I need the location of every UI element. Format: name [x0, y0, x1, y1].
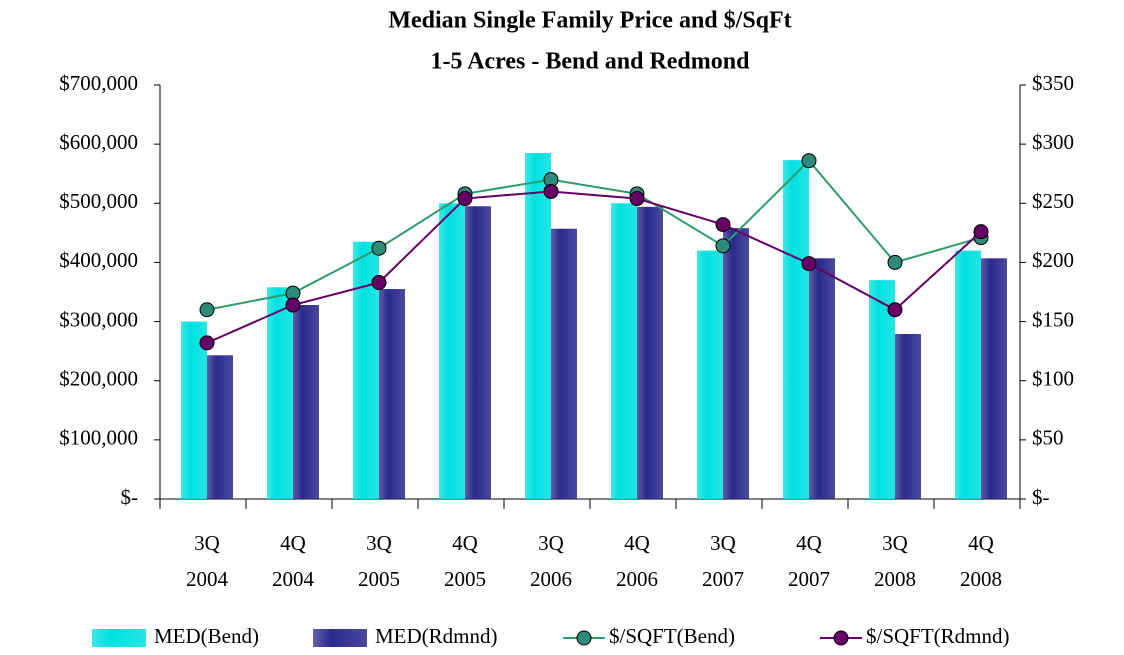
- marker: [715, 217, 731, 233]
- x-tick-label: 3Q: [366, 531, 392, 555]
- y-tick-label: $700,000: [59, 71, 138, 95]
- legend-marker: [833, 630, 849, 646]
- bar: [207, 355, 233, 499]
- bar: [637, 206, 663, 499]
- bar: [981, 258, 1007, 499]
- bar: [723, 228, 749, 499]
- x-tick-label: 4Q: [452, 531, 478, 555]
- x-tick-label: 4Q: [796, 531, 822, 555]
- y2-tick-label: $300: [1032, 130, 1074, 154]
- y2-tick-label: $-: [1032, 485, 1050, 509]
- x-tick-label: 2004: [272, 567, 315, 591]
- marker: [887, 254, 903, 270]
- marker: [801, 256, 817, 272]
- x-tick-label: 2005: [358, 567, 400, 591]
- bar: [181, 321, 207, 499]
- x-tick-label: 2008: [960, 567, 1002, 591]
- y-tick-label: $100,000: [59, 426, 138, 450]
- legend-label: $/SQFT(Bend): [609, 624, 735, 648]
- bar: [551, 228, 577, 499]
- bar: [955, 250, 981, 499]
- marker: [715, 238, 731, 254]
- marker: [285, 297, 301, 313]
- line: [206, 159, 982, 311]
- y2-tick-label: $50: [1032, 426, 1064, 450]
- bar: [611, 203, 637, 500]
- marker: [801, 153, 817, 169]
- bar: [293, 305, 319, 499]
- marker: [457, 191, 473, 207]
- bar: [783, 160, 809, 499]
- legend-swatch: [313, 629, 367, 647]
- y-tick-label: $500,000: [59, 189, 138, 213]
- chart-title: Median Single Family Price and $/SqFt: [388, 8, 791, 34]
- y2-tick-label: $100: [1032, 367, 1074, 391]
- y-tick-label: $400,000: [59, 248, 138, 272]
- bar: [525, 153, 551, 499]
- marker: [371, 275, 387, 291]
- chart-subtitle: 1-5 Acres - Bend and Redmond: [431, 49, 751, 75]
- bar: [869, 280, 895, 499]
- marker: [629, 191, 645, 207]
- bar: [267, 287, 293, 499]
- y2-tick-label: $200: [1032, 248, 1074, 272]
- legend-swatch: [92, 629, 146, 647]
- x-tick-label: 2006: [530, 567, 572, 591]
- x-tick-label: 2006: [616, 567, 658, 591]
- y-tick-label: $200,000: [59, 367, 138, 391]
- legend-marker: [576, 630, 592, 646]
- bar: [809, 258, 835, 499]
- marker: [543, 183, 559, 199]
- bar: [697, 250, 723, 499]
- x-tick-label: 3Q: [882, 531, 908, 555]
- marker: [371, 240, 387, 256]
- y-tick-label: $600,000: [59, 130, 138, 154]
- y-tick-label: $-: [121, 485, 139, 509]
- y2-tick-label: $350: [1032, 71, 1074, 95]
- x-tick-label: 2007: [702, 567, 744, 591]
- line: [206, 190, 982, 344]
- marker: [973, 224, 989, 240]
- y2-tick-label: $150: [1032, 307, 1074, 331]
- bar: [379, 289, 405, 499]
- x-tick-label: 2004: [186, 567, 229, 591]
- y2-tick-label: $250: [1032, 189, 1074, 213]
- y-tick-label: $300,000: [59, 307, 138, 331]
- bar: [439, 203, 465, 500]
- x-tick-label: 2005: [444, 567, 486, 591]
- legend-label: $/SQFT(Rdmnd): [866, 624, 1010, 648]
- marker: [887, 302, 903, 318]
- x-tick-label: 3Q: [538, 531, 564, 555]
- x-tick-label: 2007: [788, 567, 830, 591]
- x-tick-label: 4Q: [624, 531, 650, 555]
- legend-label: MED(Bend): [154, 624, 259, 648]
- x-tick-label: 4Q: [968, 531, 994, 555]
- legend-label: MED(Rdmnd): [375, 624, 498, 648]
- marker: [199, 335, 215, 351]
- x-tick-label: 2008: [874, 567, 916, 591]
- marker: [199, 302, 215, 318]
- x-tick-label: 3Q: [194, 531, 220, 555]
- bar: [465, 206, 491, 499]
- x-tick-label: 3Q: [710, 531, 736, 555]
- x-tick-label: 4Q: [280, 531, 306, 555]
- bar: [895, 333, 921, 499]
